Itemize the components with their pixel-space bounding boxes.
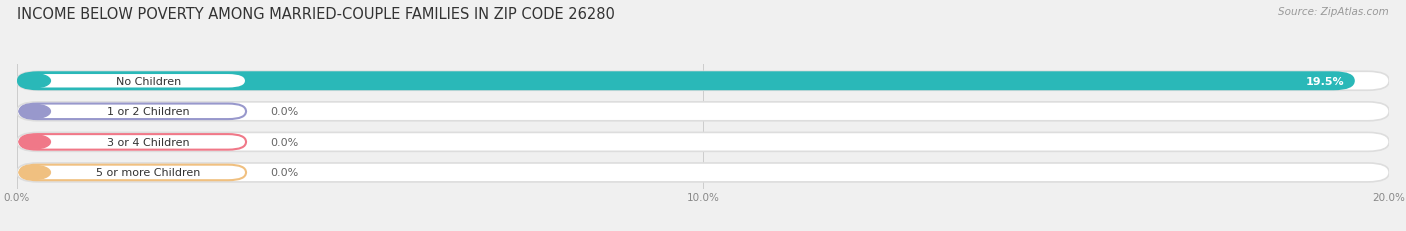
- FancyBboxPatch shape: [17, 72, 1389, 91]
- Text: INCOME BELOW POVERTY AMONG MARRIED-COUPLE FAMILIES IN ZIP CODE 26280: INCOME BELOW POVERTY AMONG MARRIED-COUPL…: [17, 7, 614, 22]
- FancyBboxPatch shape: [17, 133, 1389, 152]
- Text: 0.0%: 0.0%: [271, 168, 299, 178]
- FancyBboxPatch shape: [17, 72, 1355, 91]
- Text: 0.0%: 0.0%: [271, 137, 299, 147]
- FancyBboxPatch shape: [20, 134, 246, 150]
- FancyBboxPatch shape: [20, 104, 246, 120]
- Text: 1 or 2 Children: 1 or 2 Children: [107, 107, 190, 117]
- Text: 19.5%: 19.5%: [1306, 76, 1344, 86]
- Text: 0.0%: 0.0%: [271, 107, 299, 117]
- Circle shape: [20, 166, 51, 180]
- Text: 5 or more Children: 5 or more Children: [96, 168, 201, 178]
- Text: 3 or 4 Children: 3 or 4 Children: [107, 137, 190, 147]
- Text: Source: ZipAtlas.com: Source: ZipAtlas.com: [1278, 7, 1389, 17]
- Circle shape: [20, 105, 51, 119]
- Text: No Children: No Children: [115, 76, 181, 86]
- FancyBboxPatch shape: [20, 74, 246, 89]
- Circle shape: [20, 74, 51, 88]
- FancyBboxPatch shape: [17, 102, 1389, 121]
- Circle shape: [20, 135, 51, 149]
- FancyBboxPatch shape: [17, 163, 1389, 182]
- FancyBboxPatch shape: [20, 165, 246, 180]
